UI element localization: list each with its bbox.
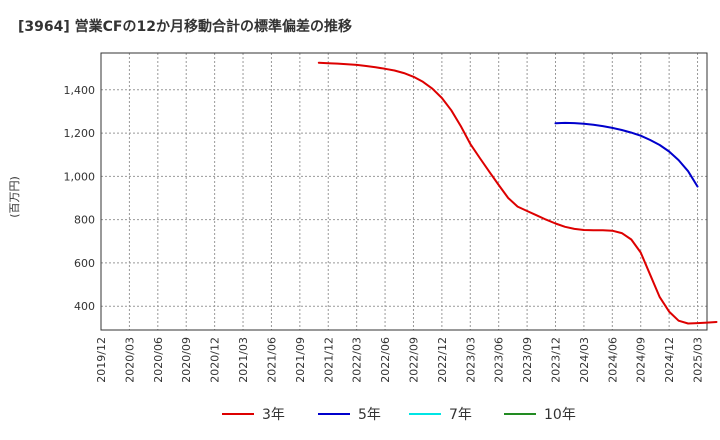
x-tick-label: 2020/03 [123, 337, 136, 383]
x-tick-label: 2019/12 [95, 337, 108, 383]
x-tick-label: 2022/06 [379, 337, 392, 383]
legend-label: 10年 [544, 407, 576, 423]
y-tick-label: 600 [74, 257, 95, 270]
x-tick-label: 2024/12 [663, 337, 676, 383]
chart-title: [3964] 営業CFの12か月移動合計の標準偏差の推移 [18, 18, 352, 35]
legend-label: 5年 [358, 407, 381, 423]
y-axis-label: (百万円) [8, 176, 21, 218]
x-tick-label: 2020/12 [209, 337, 222, 383]
x-tick-label: 2021/03 [237, 337, 250, 383]
legend-label: 7年 [449, 407, 472, 423]
grid [101, 53, 707, 330]
x-tick-label: 2023/06 [493, 337, 506, 383]
x-tick-label: 2021/09 [294, 337, 307, 383]
x-tick-label: 2024/06 [606, 337, 619, 383]
x-tick-label: 2023/12 [550, 337, 563, 383]
y-tick-label: 400 [74, 300, 95, 313]
y-axis-ticks: 400 600 800 1,000 1,200 1,400 [64, 84, 96, 313]
x-tick-label: 2023/09 [521, 337, 534, 383]
x-tick-label: 2021/06 [265, 337, 278, 383]
legend-label: 3年 [262, 407, 285, 423]
x-tick-label: 2022/12 [436, 337, 449, 383]
y-tick-label: 1,400 [64, 84, 96, 97]
x-tick-label: 2022/03 [351, 337, 364, 383]
y-tick-label: 1,000 [64, 170, 96, 183]
y-tick-label: 1,200 [64, 127, 96, 140]
legend-item: 5年 [318, 407, 381, 423]
x-tick-label: 2022/09 [407, 337, 420, 383]
x-axis-ticks: 2019/12 2020/03 2020/06 2020/09 2020/12 2021/… [95, 337, 705, 383]
series-lines [317, 61, 718, 325]
series-line-5年 [554, 121, 699, 188]
x-tick-label: 2021/12 [322, 337, 335, 383]
legend-item: 3年 [222, 407, 285, 423]
legend-item: 10年 [504, 407, 576, 423]
series-line-3年 [317, 61, 718, 325]
x-tick-label: 2023/03 [464, 337, 477, 383]
legend: 3年 5年 7年 10年 [222, 407, 576, 423]
y-tick-label: 800 [74, 214, 95, 227]
x-tick-label: 2020/09 [180, 337, 193, 383]
legend-item: 7年 [409, 407, 472, 423]
x-tick-label: 2024/03 [578, 337, 591, 383]
x-tick-label: 2025/03 [692, 337, 705, 383]
x-tick-label: 2024/09 [635, 337, 648, 383]
plot-area-frame [100, 52, 708, 331]
x-tick-label: 2020/06 [152, 337, 165, 383]
